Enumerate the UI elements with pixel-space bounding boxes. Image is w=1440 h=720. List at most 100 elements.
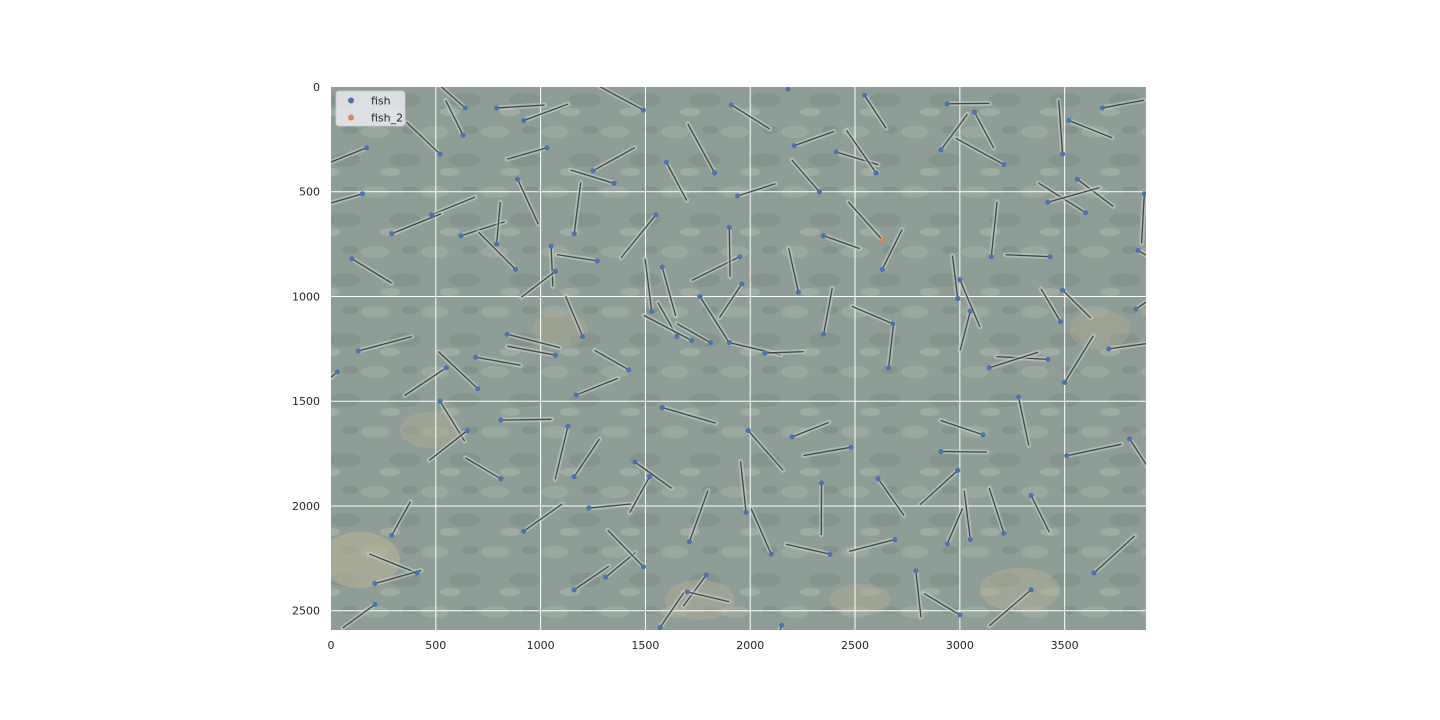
fish-spine [787, 87, 790, 90]
fish-spine [718, 283, 743, 319]
data-point-fish [571, 474, 577, 480]
fish-spine [550, 246, 554, 287]
x-tick-label: 1000 [527, 639, 555, 652]
fish-spine [507, 345, 556, 356]
data-point-fish [414, 570, 420, 576]
x-axis-ticks: 0 500 1000 1500 2000 2500 3000 3500 [328, 639, 1079, 652]
data-point-fish [1106, 346, 1112, 352]
fish-spine [665, 162, 688, 201]
data-point-fish [1091, 570, 1097, 576]
fish-spine [516, 178, 540, 225]
fish-spine [1140, 193, 1145, 244]
fish-spine [374, 569, 422, 585]
fish-spine [599, 87, 644, 111]
data-point-fish [988, 254, 994, 260]
data-point-fish [816, 189, 823, 195]
data-point-fish [821, 233, 827, 239]
fish-bodies [331, 87, 1146, 630]
fish-spine [731, 104, 771, 130]
data-point-fish [493, 105, 500, 111]
data-point-fish [795, 289, 802, 295]
data-point-fish [955, 295, 961, 302]
data-point-fish [512, 266, 519, 272]
data-point-fish [493, 241, 500, 247]
data-point-fish [818, 480, 825, 486]
data-point-fish [745, 427, 751, 434]
data-point-fish [460, 132, 466, 138]
fish-spine [428, 430, 468, 461]
data-points [334, 87, 1146, 630]
data-point-fish [944, 541, 950, 547]
x-tick-label: 0 [328, 639, 335, 652]
data-point-fish [437, 398, 443, 404]
data-point-fish [861, 92, 868, 98]
fish-spine [946, 508, 964, 544]
fish-spine [1129, 438, 1146, 466]
data-point-fish [640, 107, 646, 113]
fish-spine [699, 296, 730, 343]
data-point-fish [938, 147, 944, 153]
data-point-fish [603, 574, 609, 580]
fish-spine [565, 296, 584, 337]
fish-spine [404, 367, 447, 397]
data-point-fish [1062, 379, 1068, 385]
fish-spine [391, 501, 412, 536]
data-point-fish [372, 601, 378, 608]
data-point-fish [967, 308, 973, 314]
x-tick-label: 3000 [946, 639, 974, 652]
fish-spine [747, 430, 784, 471]
data-point-fish [892, 536, 898, 543]
data-point-fish [349, 256, 355, 262]
fish-spine [661, 266, 677, 317]
data-point-fish [737, 254, 743, 260]
data-point-fish [986, 365, 992, 371]
data-point-fish [726, 339, 732, 346]
fish-spine [940, 419, 984, 436]
data-point-fish [879, 266, 885, 272]
data-point-fish [848, 444, 854, 450]
fish-spine [495, 201, 501, 245]
fish-spine [592, 146, 636, 172]
data-point-fish [659, 404, 665, 411]
data-point-fish [688, 337, 695, 344]
data-point-fish [967, 536, 973, 543]
fish-spine [351, 258, 392, 284]
y-tick-label: 1500 [292, 395, 320, 408]
data-point-fish [1001, 530, 1007, 536]
y-tick-label: 2500 [292, 605, 320, 618]
legend-label-fish: fish [371, 95, 391, 108]
data-point-fish [389, 532, 395, 538]
x-tick-label: 1500 [631, 639, 659, 652]
fish-spine [331, 371, 338, 379]
y-tick-label: 0 [313, 81, 320, 94]
fish-spine [1064, 335, 1094, 383]
data-point-fish [885, 365, 892, 371]
fish-body [777, 622, 785, 630]
x-tick-label: 2000 [736, 639, 764, 652]
fish-spine [523, 103, 569, 122]
fish-spine [989, 351, 1039, 369]
y-tick-label: 500 [299, 186, 320, 199]
data-point-fish [544, 145, 550, 151]
data-point-fish [1127, 436, 1133, 442]
data-point-fish [586, 505, 592, 511]
fish-spine [634, 461, 672, 489]
fish-spine [644, 258, 653, 312]
fish-spine [659, 592, 685, 628]
data-point-fish [649, 308, 655, 314]
fish-spine [676, 323, 711, 344]
fish-spine [951, 255, 959, 299]
plot-axes: 0 500 1000 1500 2000 2500 3000 3500 0 500 1000 150… [292, 81, 1146, 652]
data-point-fish [779, 622, 785, 628]
data-point-fish [1045, 356, 1051, 362]
x-tick-label: 2500 [841, 639, 869, 652]
fish-spine [788, 248, 800, 293]
fish-spine [643, 314, 692, 342]
data-point-fish [565, 423, 571, 429]
fish-spine [728, 227, 731, 277]
fish-spine [1047, 187, 1100, 203]
data-point-fish [640, 564, 646, 570]
fish-spine [629, 476, 651, 514]
fish-spine [1137, 249, 1146, 256]
fish-spine [791, 159, 820, 193]
